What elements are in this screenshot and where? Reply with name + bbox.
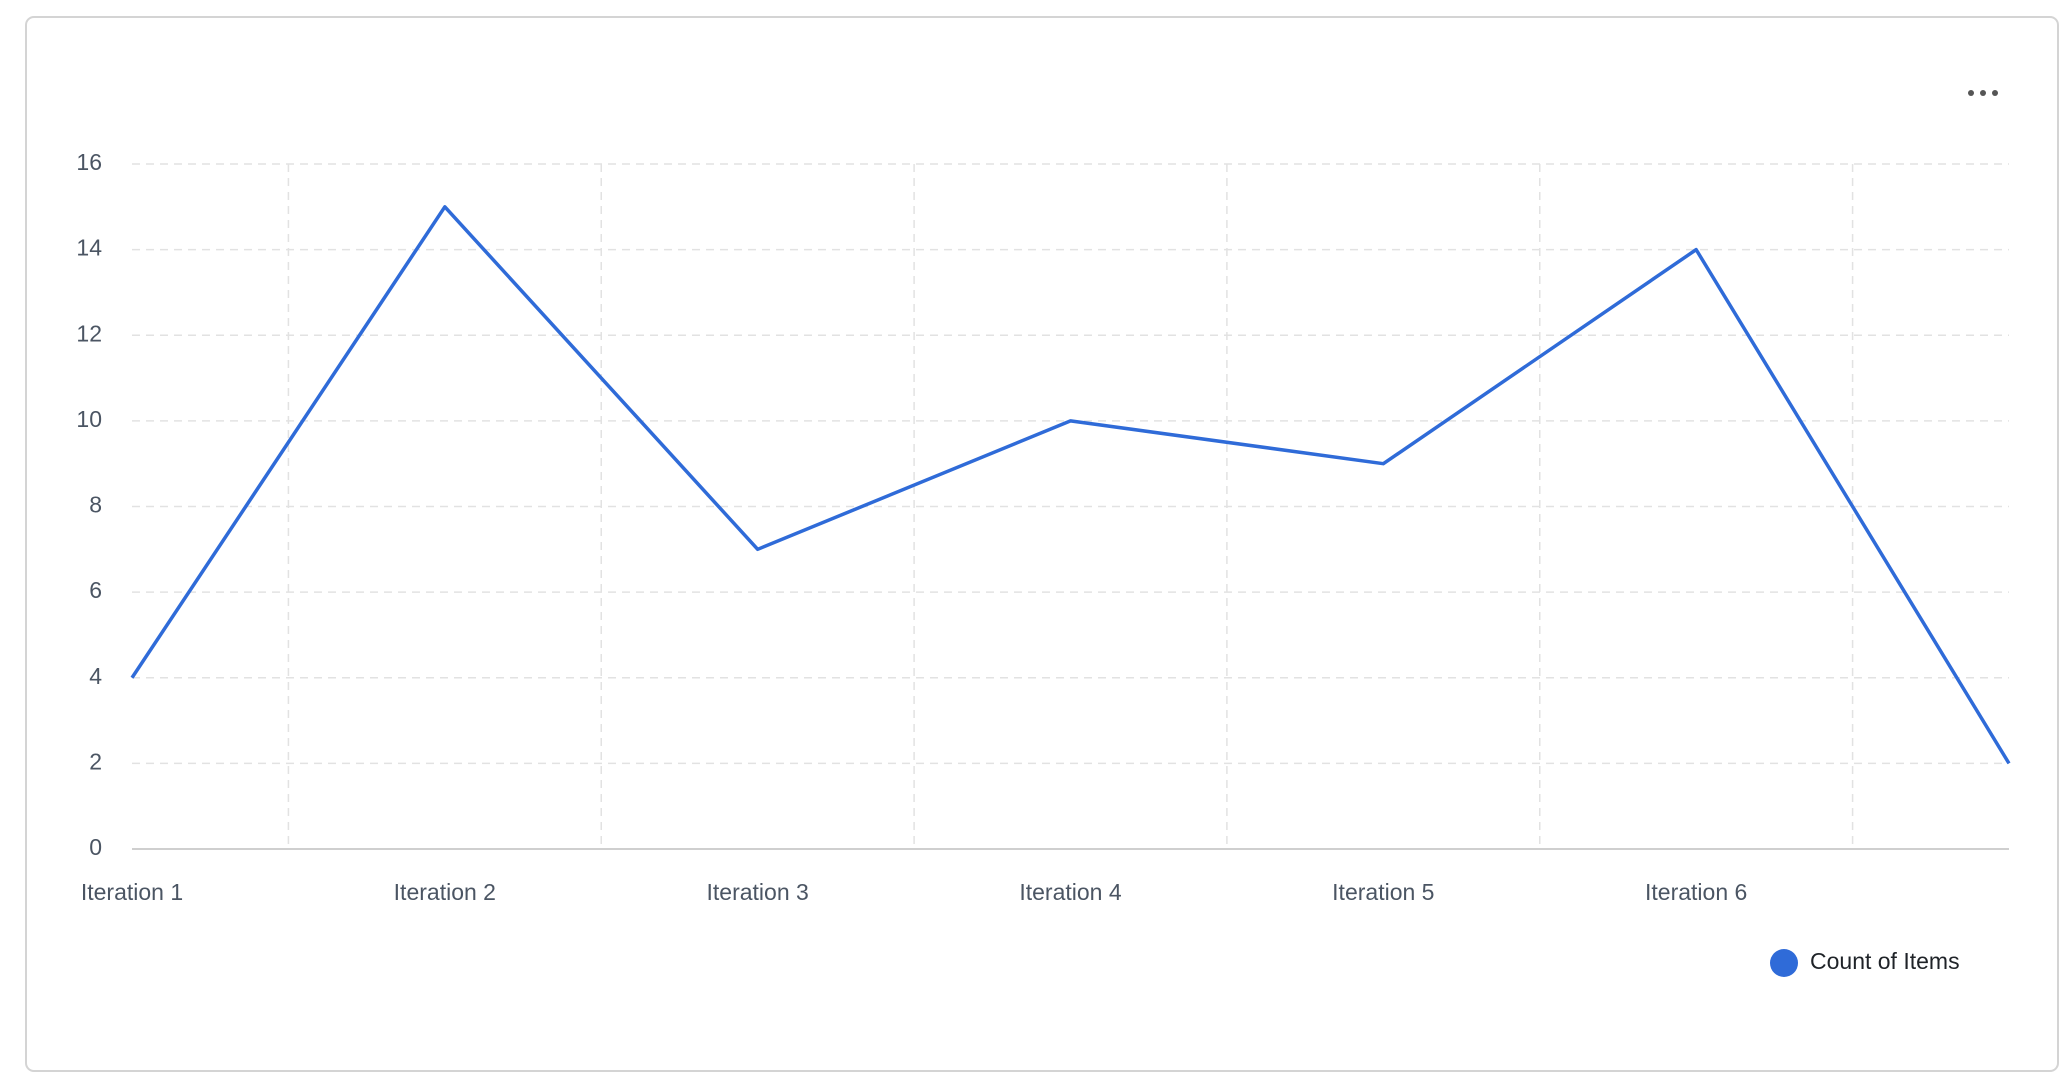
y-tick-label: 14: [76, 235, 102, 261]
card: [25, 16, 2059, 1072]
y-tick-label: 16: [76, 149, 102, 175]
data-line: [130, 205, 2011, 765]
y-tick-label: 12: [76, 320, 102, 346]
y-tick-label: 0: [89, 834, 102, 860]
y-tick-label: 4: [89, 663, 102, 689]
x-tick-label: Iteration 1: [81, 879, 183, 905]
y-tick-label: 6: [89, 577, 102, 603]
menu-dot: [1992, 90, 1998, 96]
x-tick-label: Iteration 2: [394, 879, 496, 905]
y-tick-label: 8: [89, 492, 102, 518]
menu-dot: [1968, 90, 1974, 96]
x-tick-label: Iteration 4: [1019, 879, 1121, 905]
more-menu[interactable]: [1968, 90, 1998, 96]
legend-marker: [1770, 949, 1798, 977]
x-tick-label: Iteration 6: [1645, 879, 1747, 905]
menu-dot: [1980, 90, 1986, 96]
x-tick-label: Iteration 3: [707, 879, 809, 905]
legend-label: Count of Items: [1810, 948, 1960, 974]
y-tick-label: 2: [89, 748, 102, 774]
y-tick-label: 10: [76, 406, 102, 432]
x-tick-label: Iteration 5: [1332, 879, 1434, 905]
